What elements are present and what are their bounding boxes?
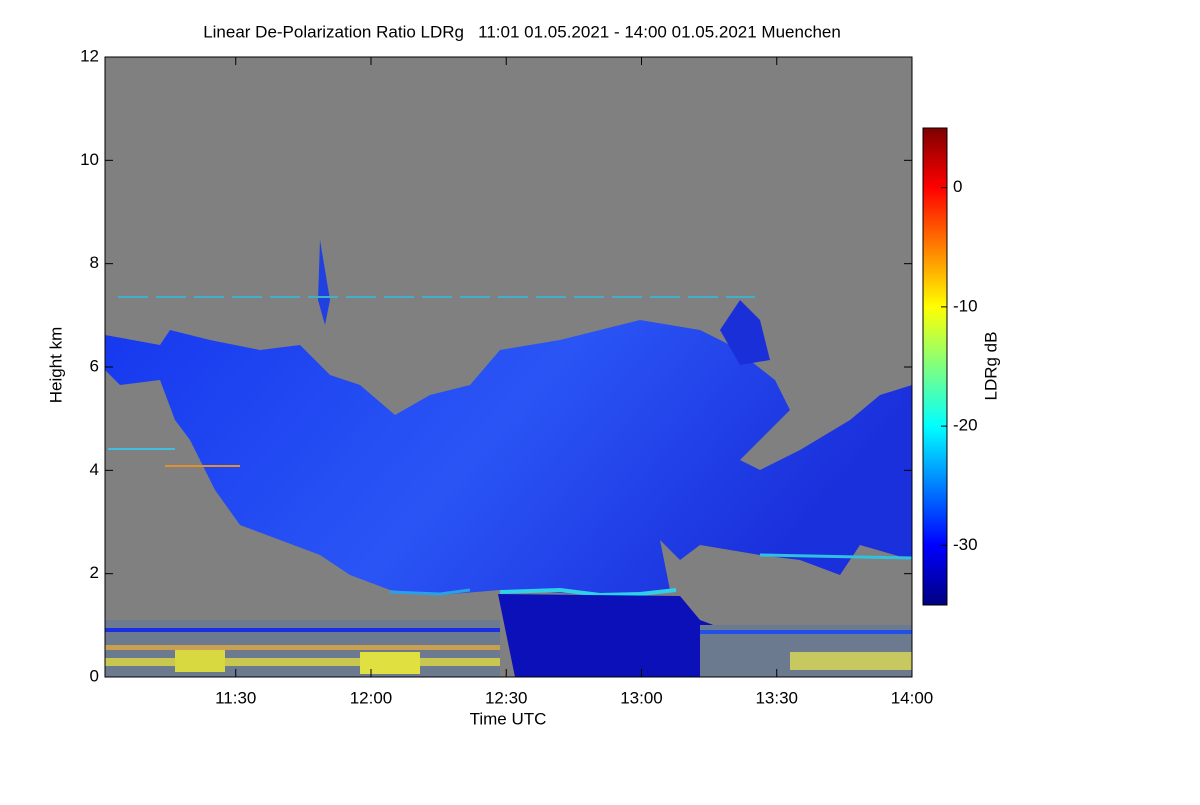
x-tick-label: 14:00 [891,688,934,707]
y-tick-label: 4 [90,460,99,479]
x-tick-label: 13:00 [620,688,663,707]
colorbar [922,127,948,606]
x-axis-label: Time UTC [470,709,547,728]
field [105,57,913,677]
colorbar-tick-label: -10 [953,296,978,315]
y-tick-label: 2 [90,563,99,582]
y-axis-label: Height km [46,327,65,404]
colorbar-tick-label: 0 [953,177,962,196]
y-tick-label: 10 [80,150,99,169]
x-tick-label: 12:00 [350,688,393,707]
chart-title: Linear De-Polarization Ratio LDRg 11:01 … [203,22,841,41]
x-tick-label: 11:30 [215,688,256,707]
y-tick-label: 0 [90,666,99,685]
y-tick-label: 8 [90,253,99,272]
y-tick-label: 6 [90,356,99,375]
colorbar-label: LDRg dB [981,332,1000,401]
x-tick-label: 13:30 [755,688,798,707]
colorbar-tick-label: -20 [953,416,978,435]
y-tick-label: 12 [80,46,99,65]
colorbar-tick-label: -30 [953,535,978,554]
x-tick-label: 12:30 [485,688,528,707]
